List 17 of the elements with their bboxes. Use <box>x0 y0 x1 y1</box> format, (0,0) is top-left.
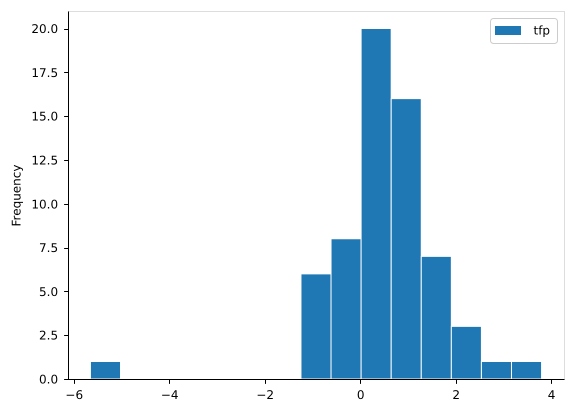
x-tick-label: −4 <box>160 388 179 402</box>
x-tick-label: −6 <box>65 388 84 402</box>
x-tick-label: 0 <box>356 388 364 402</box>
y-tick-label: 7.5 <box>39 241 58 256</box>
x-tick-label: 4 <box>548 388 556 402</box>
y-tick-label: 20.0 <box>31 22 58 36</box>
x-tick-label: −2 <box>256 388 274 402</box>
y-axis-title: Frequency <box>9 164 24 226</box>
legend-label: tfp <box>534 24 550 38</box>
y-tick-label: 5.0 <box>39 284 58 299</box>
y-tick-label: 2.5 <box>39 328 58 343</box>
y-tick-label: 12.5 <box>31 153 58 168</box>
y-tick-label: 0.0 <box>39 372 58 386</box>
y-tick-label: 15.0 <box>31 110 58 124</box>
x-tick-label: 2 <box>452 388 460 402</box>
y-tick-label: 17.5 <box>31 66 58 80</box>
y-tick-label: 10.0 <box>31 197 58 212</box>
